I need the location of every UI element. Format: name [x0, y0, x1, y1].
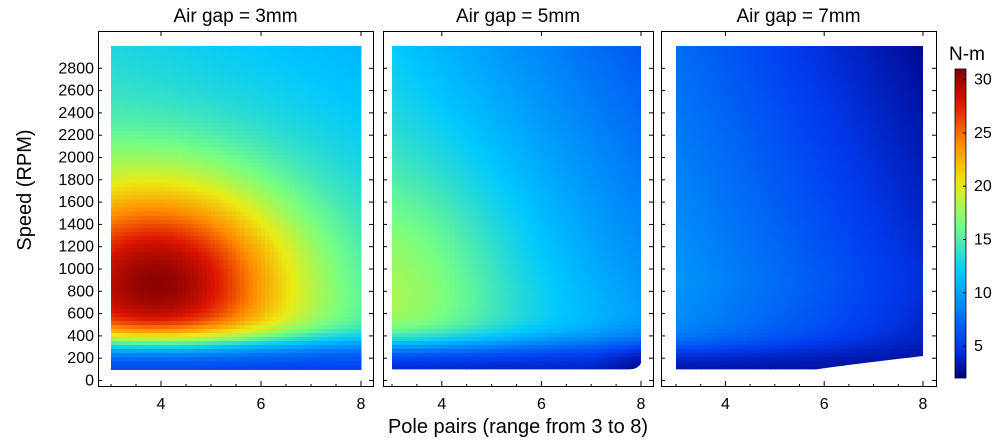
panel-title: Air gap = 5mm: [456, 6, 580, 27]
y-axis-label: Speed (RPM): [14, 129, 36, 250]
y-tick-label: 2800: [58, 60, 94, 77]
y-tick-label: 400: [67, 328, 94, 345]
x-axis-label: Pole pairs (range from 3 to 8): [388, 416, 648, 438]
y-tick-label: 1000: [58, 261, 94, 278]
panel-title: Air gap = 7mm: [736, 6, 860, 27]
x-tick-label: 6: [820, 396, 829, 413]
y-tick-label: 2400: [58, 105, 94, 122]
y-tick-label: 800: [67, 283, 94, 300]
colorbar-gradient: [955, 69, 966, 378]
colorbar-unit: N-m: [949, 44, 985, 65]
y-tick-label: 2600: [58, 83, 94, 100]
x-tick-label: 4: [721, 396, 730, 413]
y-tick-label: 2200: [58, 127, 94, 144]
y-tick-label: 200: [67, 350, 94, 367]
x-tick-label: 6: [537, 396, 546, 413]
colorbar-tick-label: 5: [974, 338, 983, 355]
x-tick-label: 4: [437, 396, 446, 413]
y-tick-label: 1400: [58, 216, 94, 233]
y-tick-label: 1600: [58, 194, 94, 211]
heatmap-1: [111, 46, 362, 370]
colorbar-tick-label: 10: [974, 285, 992, 302]
x-tick-label: 6: [257, 396, 266, 413]
x-tick-label: 8: [919, 396, 928, 413]
panel-title: Air gap = 3mm: [173, 6, 297, 27]
heatmap-3: [676, 46, 924, 370]
panel-3: Air gap = 7mm 4 6 8: [661, 6, 937, 413]
panel-2: Air gap = 5mm 4 6 8: [383, 6, 654, 413]
y-tick-label: 0: [85, 373, 94, 390]
colorbar-tick-label: 25: [974, 125, 992, 142]
x-tick-label: 8: [637, 396, 646, 413]
x-tick-label: 4: [157, 396, 166, 413]
colorbar-tick-label: 20: [974, 178, 992, 195]
heatmap-2: [392, 46, 642, 370]
y-axis: 0 200 400 600 800 1000 1200 1400 1600 1800 2000 220…: [58, 60, 94, 389]
y-tick-label: 1800: [58, 172, 94, 189]
panel-1: Air gap = 3mm 4 6 8: [98, 6, 374, 413]
y-tick-label: 2000: [58, 150, 94, 167]
colorbar: N-m 5 10 15 20 25 30: [949, 44, 992, 378]
x-tick-label: 8: [357, 396, 366, 413]
y-tick-label: 600: [67, 306, 94, 323]
y-tick-label: 1200: [58, 239, 94, 256]
colorbar-tick-label: 30: [974, 72, 992, 89]
colorbar-tick-label: 15: [974, 231, 992, 248]
